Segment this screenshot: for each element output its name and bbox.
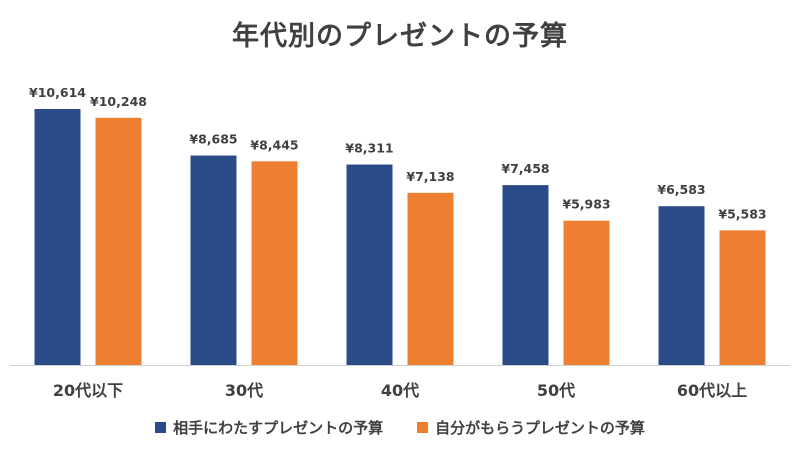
category-label-3: 50代 — [537, 381, 575, 400]
bar-give-1 — [190, 155, 237, 365]
bar-give-3 — [502, 185, 549, 365]
bar-receive-3 — [563, 220, 610, 365]
legend-swatch-give — [155, 422, 167, 433]
legend: 相手にわたすプレゼントの予算 自分がもらうプレゼントの予算 — [0, 417, 800, 438]
data-label-receive-2: ¥7,138 — [406, 169, 454, 184]
bar-give-2 — [346, 164, 393, 365]
legend-label-give: 相手にわたすプレゼントの予算 — [173, 419, 384, 437]
legend-label-receive: 自分がもらうプレゼントの予算 — [435, 419, 645, 437]
category-label-2: 40代 — [381, 381, 419, 400]
category-label-0: 20代以下 — [53, 381, 123, 400]
data-label-give-0: ¥10,614 — [29, 85, 86, 100]
data-label-receive-0: ¥10,248 — [90, 94, 147, 109]
data-label-receive-1: ¥8,445 — [250, 137, 298, 152]
data-label-receive-3: ¥5,983 — [562, 197, 610, 212]
data-label-give-3: ¥7,458 — [501, 161, 549, 176]
legend-item-receive: 自分がもらうプレゼントの予算 — [417, 417, 645, 438]
bar-receive-0 — [95, 117, 142, 366]
bar-receive-4 — [719, 230, 766, 365]
bar-give-0 — [34, 109, 81, 365]
bar-receive-1 — [251, 161, 298, 365]
data-label-give-4: ¥6,583 — [657, 182, 705, 197]
chart-title: 年代別のプレゼントの予算 — [232, 21, 568, 52]
data-label-receive-4: ¥5,583 — [718, 206, 766, 221]
bar-receive-2 — [407, 192, 454, 365]
legend-item-give: 相手にわたすプレゼントの予算 — [155, 417, 383, 438]
data-label-give-2: ¥8,311 — [345, 141, 393, 156]
legend-swatch-receive — [417, 422, 429, 433]
bar-give-4 — [658, 206, 705, 365]
category-label-4: 60代以上 — [677, 381, 747, 400]
category-label-1: 30代 — [225, 381, 263, 400]
data-label-give-1: ¥8,685 — [189, 132, 237, 147]
